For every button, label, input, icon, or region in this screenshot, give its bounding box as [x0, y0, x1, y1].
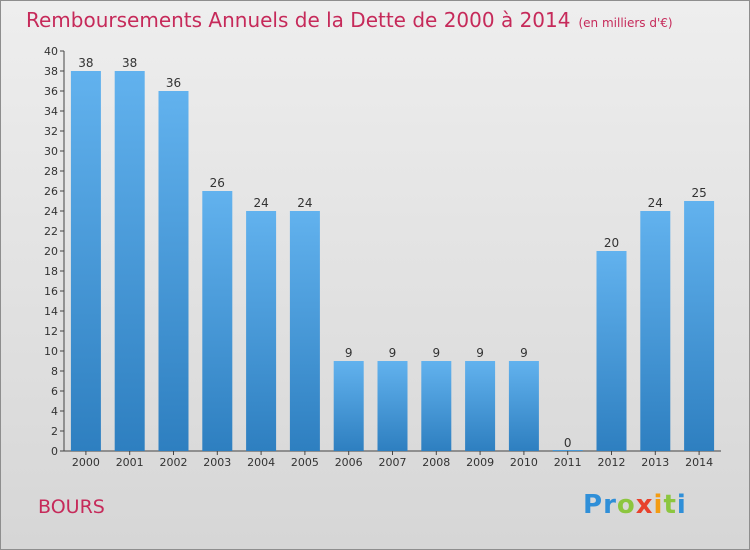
data-label: 24	[648, 196, 663, 210]
bar-2014	[684, 201, 715, 451]
y-tick-label: 24	[44, 205, 58, 218]
y-tick-label: 40	[44, 45, 58, 58]
y-tick-label: 12	[44, 325, 58, 338]
x-tick-label: 2006	[335, 456, 363, 469]
y-tick-label: 10	[44, 345, 58, 358]
y-tick-label: 36	[44, 85, 58, 98]
chart-title: Remboursements Annuels de la Dette de 20…	[26, 8, 673, 32]
x-tick-label: 2008	[422, 456, 450, 469]
logo-letter: t	[663, 490, 677, 520]
data-label: 24	[297, 196, 312, 210]
x-tick-label: 2001	[116, 456, 144, 469]
logo-letter: x	[635, 490, 654, 520]
data-label: 9	[476, 346, 484, 360]
bar-2007	[377, 361, 408, 451]
y-tick-label: 22	[44, 225, 58, 238]
y-tick-label: 2	[51, 425, 58, 438]
bar-2005	[289, 211, 320, 451]
bar-2000	[70, 71, 101, 451]
logo-letter: P	[583, 490, 604, 520]
x-tick-label: 2005	[291, 456, 319, 469]
data-label: 26	[210, 176, 225, 190]
data-label: 24	[253, 196, 268, 210]
x-tick-label: 2000	[72, 456, 100, 469]
y-tick-label: 0	[51, 445, 58, 458]
bar-2004	[246, 211, 277, 451]
chart-unit: (en milliers d'€)	[578, 16, 673, 30]
y-tick-label: 20	[44, 245, 58, 258]
x-tick-label: 2003	[203, 456, 231, 469]
y-tick-label: 16	[44, 285, 58, 298]
y-tick-label: 26	[44, 185, 58, 198]
y-tick-label: 34	[44, 105, 58, 118]
data-label: 0	[564, 436, 572, 450]
y-tick-label: 6	[51, 385, 58, 398]
x-tick-label: 2012	[598, 456, 626, 469]
data-label: 20	[604, 236, 619, 250]
y-tick-label: 14	[44, 305, 58, 318]
y-tick-label: 4	[51, 405, 58, 418]
x-tick-label: 2009	[466, 456, 494, 469]
data-label: 9	[345, 346, 353, 360]
bar-2006	[333, 361, 364, 451]
bar-2003	[202, 191, 233, 451]
proxiti-logo: Proxiti	[583, 490, 687, 520]
bar-2009	[465, 361, 496, 451]
logo-letter: o	[616, 490, 636, 520]
y-tick-label: 28	[44, 165, 58, 178]
data-label: 38	[122, 56, 137, 70]
data-label: 38	[78, 56, 93, 70]
data-label: 9	[389, 346, 397, 360]
commune-name: BOURS	[38, 496, 105, 518]
data-label: 9	[520, 346, 528, 360]
x-tick-label: 2004	[247, 456, 275, 469]
y-tick-label: 18	[44, 265, 58, 278]
bar-2013	[640, 211, 671, 451]
x-tick-label: 2007	[379, 456, 407, 469]
x-tick-label: 2014	[685, 456, 713, 469]
data-label: 36	[166, 76, 181, 90]
logo-letter: i	[653, 490, 664, 520]
y-tick-label: 8	[51, 365, 58, 378]
y-tick-label: 38	[44, 65, 58, 78]
data-labels: 38 38 36 26 24 24 9 9 9 9 9 0 20 24 25	[78, 56, 706, 450]
logo-letter: r	[603, 490, 617, 520]
axes: 0246810121416182022242628303234363840200…	[44, 45, 721, 469]
x-tick-label: 2002	[160, 456, 188, 469]
bar-2012	[596, 251, 627, 451]
bars	[70, 71, 715, 451]
chart-title-text: Remboursements Annuels de la Dette de 20…	[26, 8, 571, 32]
bar-2001	[114, 71, 145, 451]
bar-2002	[158, 91, 189, 451]
x-tick-label: 2011	[554, 456, 582, 469]
bar-2011	[552, 450, 583, 451]
y-tick-label: 30	[44, 145, 58, 158]
x-tick-label: 2013	[641, 456, 669, 469]
bar-2008	[421, 361, 452, 451]
logo-letter: i	[676, 490, 687, 520]
data-label: 9	[432, 346, 440, 360]
x-tick-label: 2010	[510, 456, 538, 469]
y-tick-label: 32	[44, 125, 58, 138]
data-label: 25	[691, 186, 706, 200]
bar-2010	[508, 361, 539, 451]
